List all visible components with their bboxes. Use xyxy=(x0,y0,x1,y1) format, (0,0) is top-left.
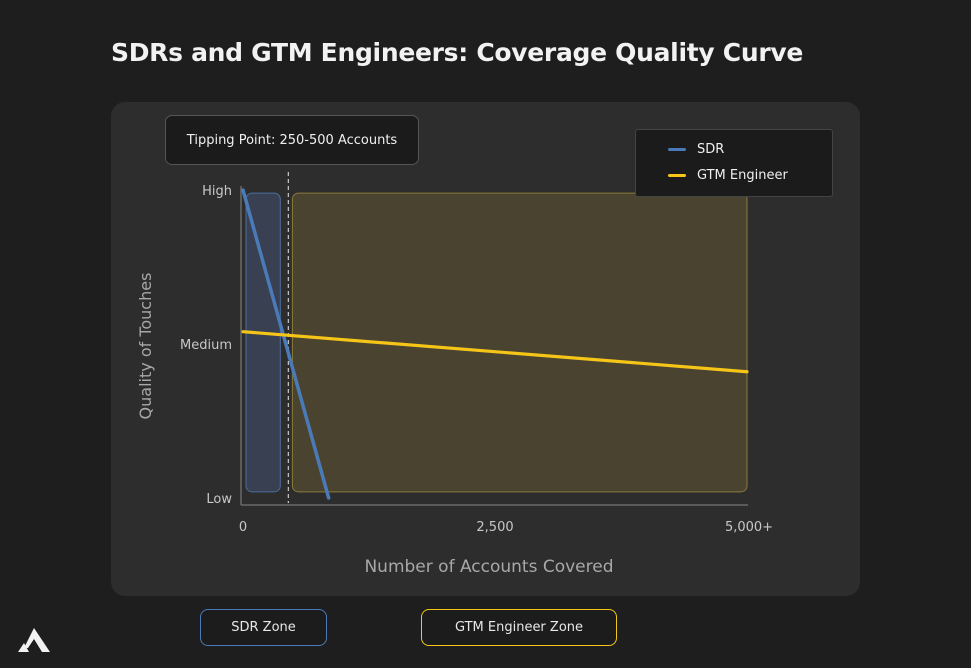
x-tick-label: 5,000+ xyxy=(725,520,773,535)
mountain-logo-icon xyxy=(17,627,51,657)
x-tick-label: 0 xyxy=(239,520,247,535)
tipping-point-callout: Tipping Point: 250-500 Accounts xyxy=(165,115,419,165)
chart-legend: SDR GTM Engineer xyxy=(635,129,833,197)
sdr-series-line xyxy=(241,188,331,500)
sdr-zone-label: SDR Zone xyxy=(231,620,296,635)
y-tick-label: High xyxy=(202,184,232,199)
legend-item-sdr: SDR xyxy=(668,139,724,159)
gtm-zone-label: GTM Engineer Zone xyxy=(454,620,584,635)
gtm-engineer-zone-region xyxy=(291,192,748,493)
x-tick-label: 2,500 xyxy=(476,520,513,535)
x-axis-title: Number of Accounts Covered xyxy=(364,557,613,577)
sdr-zone-region xyxy=(245,192,281,493)
gtm-engineer-zone-button[interactable]: GTM Engineer Zone xyxy=(421,609,617,646)
legend-swatch-sdr xyxy=(668,147,686,151)
y-axis-title: Quality of Touches xyxy=(136,273,155,420)
tipping-point-label: Tipping Point: 250-500 Accounts xyxy=(186,132,398,148)
legend-label-sdr: SDR xyxy=(697,141,725,157)
y-tick-label: Low xyxy=(206,492,232,507)
gtm-engineer-series-line xyxy=(241,330,749,374)
y-tick-label: Medium xyxy=(180,338,232,353)
sdr-zone-button[interactable]: SDR Zone xyxy=(200,609,327,646)
legend-label-gtm: GTM Engineer xyxy=(697,167,788,183)
legend-item-gtm: GTM Engineer xyxy=(668,165,788,185)
chart-title: SDRs and GTM Engineers: Coverage Quality… xyxy=(111,38,803,67)
legend-swatch-gtm xyxy=(668,173,686,177)
